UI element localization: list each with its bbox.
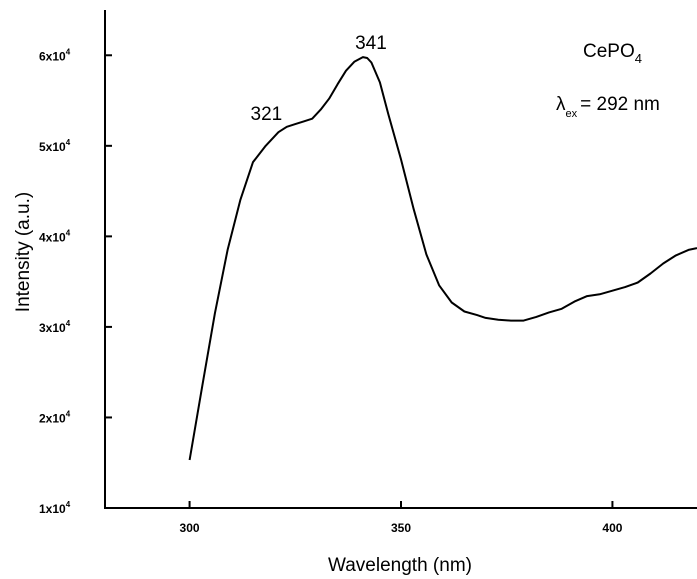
y-tick-label-30000: 3x104 — [39, 319, 71, 335]
lambda-symbol: λ — [556, 94, 566, 115]
x-tick-label-350: 350 — [391, 521, 411, 535]
excitation-value: = 292 nm — [580, 94, 660, 115]
x-tick-label-400: 400 — [602, 521, 622, 535]
compound-label-subscript: 4 — [635, 51, 642, 66]
y-axis-title: Intensity (a.u.) — [13, 192, 34, 312]
x-axis-title: Wavelength (nm) — [328, 555, 472, 576]
y-tick-label-10000: 1x104 — [39, 500, 71, 516]
y-tick-label-50000: 5x104 — [39, 138, 71, 154]
compound-label-main: CePO — [583, 41, 635, 62]
peak-label-341: 341 — [355, 33, 387, 54]
x-tick-label-300: 300 — [180, 521, 200, 535]
peak-label-321: 321 — [251, 104, 283, 125]
excitation-label: λex = 292 nm — [556, 94, 660, 120]
tick-layer — [105, 54, 614, 509]
lambda-subscript: ex — [566, 108, 578, 120]
y-tick-label-60000: 6x104 — [39, 47, 71, 63]
label-layer: 300 350 400 1x104 2x104 3x104 4x104 5x104 6x104 — [39, 47, 623, 535]
y-tick-label-40000: 4x104 — [39, 228, 71, 244]
y-tick-label-20000: 2x104 — [39, 409, 71, 425]
plot-frame — [104, 10, 697, 509]
spectrum-line — [188, 56, 697, 461]
compound-label: CePO4 — [583, 41, 642, 66]
